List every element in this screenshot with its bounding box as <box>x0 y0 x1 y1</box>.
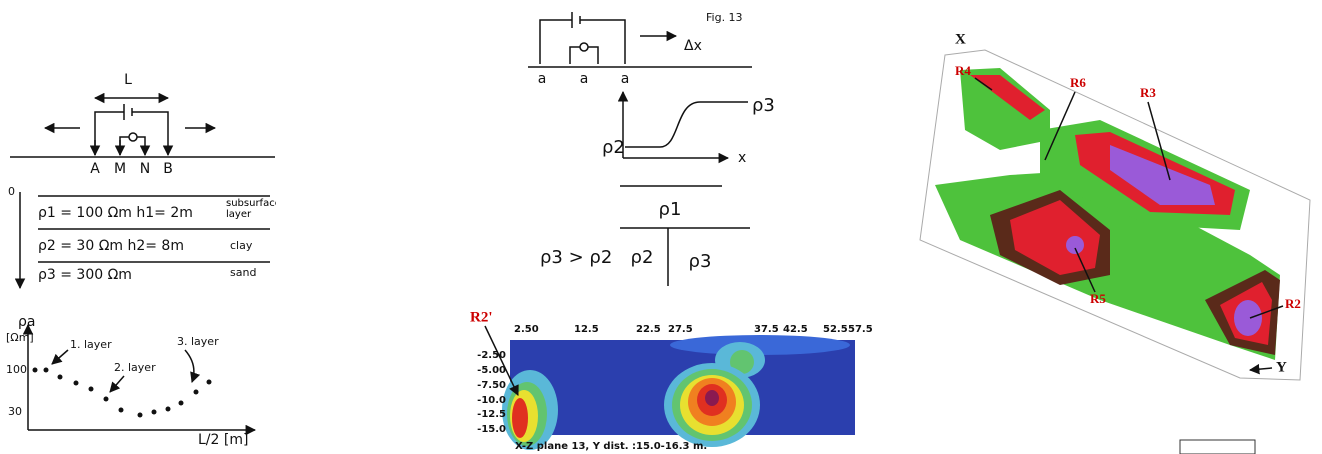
y-tick: -15.0 <box>477 424 506 435</box>
circuit <box>94 104 168 155</box>
plot-y-unit: [Ωm] <box>6 331 34 344</box>
model-left: ρ2 <box>631 247 654 268</box>
region <box>1010 200 1100 275</box>
region-label: R6 <box>1070 75 1086 90</box>
section-marker: R2' <box>470 309 493 325</box>
x-tick: 2.50 <box>514 324 539 335</box>
layer-material: subsurface layer <box>226 198 276 220</box>
region-label: R2 <box>1285 296 1301 311</box>
layer-material: clay <box>230 239 253 252</box>
section-x-ticks: 2.50 12.5 22.5 27.5 37.5 42.5 52.5 57.5 <box>514 324 873 335</box>
x-tick: 52.5 <box>823 324 848 335</box>
region <box>1110 145 1215 205</box>
profile-x-label: x <box>738 150 746 166</box>
profile-low: ρ2 <box>602 137 625 158</box>
plot-tick: 100 <box>6 363 27 376</box>
right-panel: X Y R4 R6 R3 R5 R2 <box>919 31 1311 454</box>
x-tick: 42.5 <box>783 324 808 335</box>
region-label: R3 <box>1140 85 1156 100</box>
x-tick: 12.5 <box>574 324 599 335</box>
axis-arrow <box>1248 363 1273 375</box>
x-tick: 22.5 <box>636 324 661 335</box>
y-tick: -7.50 <box>477 380 506 391</box>
spacing-label: L <box>124 72 132 88</box>
y-tick: -2.50 <box>477 350 506 361</box>
leader <box>974 77 993 91</box>
section-caption: X-Z plane 13, Y dist. :15.0-16.3 m. <box>515 441 707 452</box>
electrode: a <box>580 71 589 87</box>
region <box>970 75 1045 120</box>
annotation-arrow <box>51 349 69 365</box>
frame <box>1179 439 1256 454</box>
y-tick: -10.0 <box>477 395 506 406</box>
model-top: ρ1 <box>659 199 682 220</box>
electrode: N <box>140 161 150 177</box>
plot-annotation: 2. layer <box>114 361 156 374</box>
layer-label: ρ1 = 100 Ωm h1= 2m <box>38 205 193 221</box>
meter <box>128 132 138 142</box>
annotation-arrow <box>109 375 125 393</box>
layer-label: ρ2 = 30 Ωm h2= 8m <box>38 238 184 254</box>
model-relation: ρ3 > ρ2 <box>540 247 612 268</box>
layer-material-text: subsurface layer <box>226 198 276 220</box>
layer-label: ρ3 = 300 Ωm <box>38 267 132 283</box>
axis-label: X <box>955 31 966 47</box>
marker-arrow <box>484 325 519 396</box>
region <box>1234 300 1262 336</box>
annotation-arrow <box>184 349 201 383</box>
middle-panel: Fig. 13 Δx a a a x ρ3 ρ2 ρ1 ρ2 ρ3 ρ3 > ρ… <box>470 11 873 452</box>
meter <box>579 42 589 52</box>
x-tick: 27.5 <box>668 324 693 335</box>
leader <box>1249 305 1284 319</box>
plot-tick: 30 <box>8 405 22 418</box>
volume-box <box>919 49 1311 381</box>
electrode: B <box>163 161 173 177</box>
leader <box>1147 101 1171 181</box>
section-blobs <box>502 335 850 450</box>
leader <box>1074 247 1096 293</box>
model-right: ρ3 <box>689 251 712 272</box>
y-tick: -5.00 <box>477 365 506 376</box>
profile-curve <box>625 101 748 148</box>
plot-annotation: 1. layer <box>70 338 112 351</box>
plot-x-label: L/2 [m] <box>198 432 248 448</box>
depth-origin: 0 <box>8 185 15 198</box>
plot-y-label: ρa <box>18 314 35 330</box>
region-label: R5 <box>1090 291 1106 306</box>
layer-material: sand <box>230 266 256 279</box>
electrode: M <box>114 161 126 177</box>
left-panel: L A M N B 0 ρ1 = 100 Ωm h1= 2m subsurfac… <box>6 72 276 448</box>
shift-label: Δx <box>684 38 702 54</box>
electrode: a <box>621 71 630 87</box>
y-tick: -12.5 <box>477 409 506 420</box>
plot-dots <box>32 367 212 418</box>
region <box>1066 236 1084 254</box>
volume-body <box>960 68 1050 150</box>
profile-high: ρ3 <box>752 95 775 116</box>
plot-annotation: 3. layer <box>177 335 219 348</box>
electrode: a <box>538 71 547 87</box>
region-label: R4 <box>955 63 971 78</box>
leader <box>1044 91 1076 161</box>
x-tick: 57.5 <box>848 324 873 335</box>
circuit <box>539 12 626 64</box>
circuit <box>569 46 599 64</box>
x-tick: 37.5 <box>754 324 779 335</box>
electrode: A <box>90 161 100 177</box>
figure-label: Fig. 13 <box>706 11 743 24</box>
axis-label: Y <box>1276 359 1287 375</box>
